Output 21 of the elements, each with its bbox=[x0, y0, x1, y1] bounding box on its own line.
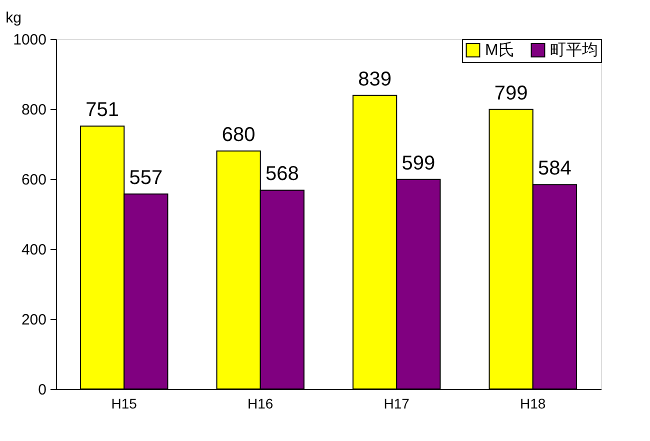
data-label: 584 bbox=[538, 158, 572, 180]
x-tick-label: H17 bbox=[384, 396, 410, 412]
y-tick-label: 800 bbox=[21, 102, 46, 118]
legend-label: M氏 bbox=[485, 41, 514, 60]
x-tick-label: H15 bbox=[111, 396, 138, 412]
data-label: 799 bbox=[494, 82, 528, 104]
legend-label: 町平均 bbox=[550, 42, 598, 60]
y-tick-label: 600 bbox=[21, 172, 46, 188]
data-label: 680 bbox=[222, 124, 256, 146]
x-tick-label: H18 bbox=[520, 396, 546, 412]
data-label: 599 bbox=[402, 152, 436, 174]
data-label: 568 bbox=[265, 163, 299, 186]
data-label: 557 bbox=[129, 167, 163, 190]
y-tick-label: 0 bbox=[38, 382, 46, 398]
data-label: 751 bbox=[86, 99, 120, 122]
y-tick-label: 200 bbox=[21, 312, 46, 328]
data-label: 839 bbox=[358, 68, 392, 90]
y-axis-title: kg bbox=[6, 10, 22, 26]
y-tick-label: 1000 bbox=[13, 32, 46, 48]
y-tick-label: 400 bbox=[21, 242, 46, 258]
x-tick-label: H16 bbox=[248, 396, 274, 412]
